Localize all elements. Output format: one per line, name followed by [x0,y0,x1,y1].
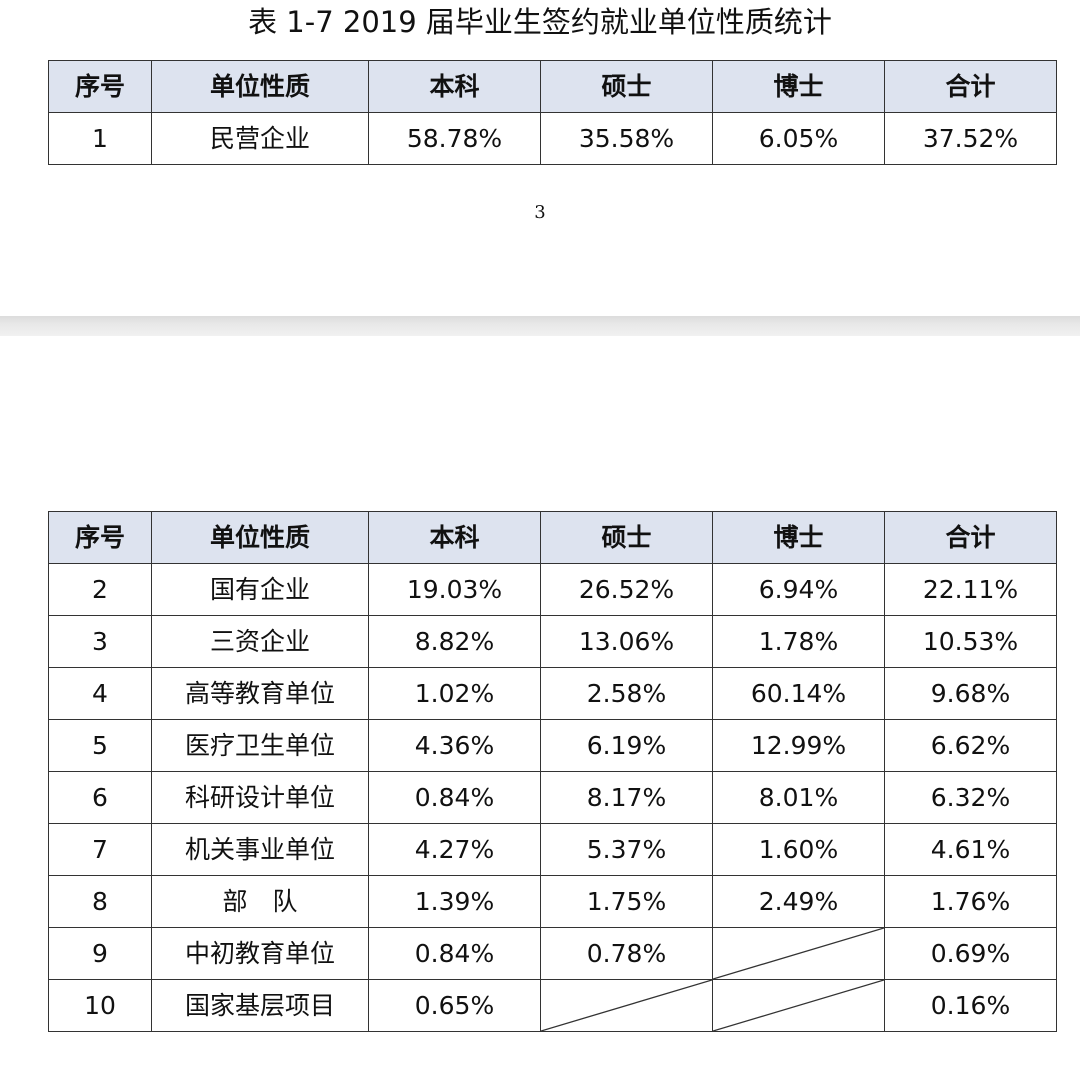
document-page-top: 表 1-7 2019 届毕业生签约就业单位性质统计 序号 单位性质 本科 硕士 … [0,0,1080,316]
header-cell-index: 序号 [48,511,152,564]
cell-master: 26.52% [540,563,713,616]
cell-master: 0.78% [540,927,713,980]
cell-unit-type: 国有企业 [151,563,369,616]
cell-doctor: 2.49% [712,875,885,928]
cell-total: 1.76% [884,875,1057,928]
cell-unit-type: 三资企业 [151,615,369,668]
cell-doctor: 6.94% [712,563,885,616]
header-cell-doctor: 博士 [712,60,885,113]
cell-bachelor: 0.65% [368,979,541,1032]
diagonal-line-icon [713,928,884,979]
header-cell-total: 合计 [884,511,1057,564]
page-number: 3 [534,202,546,223]
cell-master: 2.58% [540,667,713,720]
cell-total: 9.68% [884,667,1057,720]
cell-master: 8.17% [540,771,713,824]
cell-doctor: 60.14% [712,667,885,720]
header-cell-unit-type: 单位性质 [151,511,369,564]
stats-table-part-1: 序号 单位性质 本科 硕士 博士 合计 1 民营企业 58.78% 35.58% 6.0… [48,60,1057,165]
cell-total: 0.16% [884,979,1057,1032]
cell-master: 5.37% [540,823,713,876]
header-cell-index: 序号 [48,60,152,113]
cell-index: 8 [48,875,152,928]
cell-index: 6 [48,771,152,824]
table-header-row: 序号 单位性质 本科 硕士 博士 合计 [48,60,1057,113]
header-cell-master: 硕士 [540,60,713,113]
empty-cell-diagonal [712,979,885,1032]
cell-unit-type: 科研设计单位 [151,771,369,824]
table-body-part-1: 1 民营企业 58.78% 35.58% 6.05% 37.52% [48,112,1057,165]
cell-master: 1.75% [540,875,713,928]
cell-doctor: 8.01% [712,771,885,824]
cell-bachelor: 1.39% [368,875,541,928]
table-row: 6 科研设计单位 0.84% 8.17% 8.01% 6.32% [48,771,1057,824]
header-cell-bachelor: 本科 [368,511,541,564]
cell-master: 13.06% [540,615,713,668]
header-cell-bachelor: 本科 [368,60,541,113]
diagonal-line-icon [713,980,884,1031]
cell-unit-type: 医疗卫生单位 [151,719,369,772]
header-cell-doctor: 博士 [712,511,885,564]
cell-doctor: 6.05% [712,112,885,165]
cell-master: 6.19% [540,719,713,772]
cell-index: 3 [48,615,152,668]
cell-unit-type: 中初教育单位 [151,927,369,980]
cell-index: 5 [48,719,152,772]
cell-unit-type: 部 队 [151,875,369,928]
cell-index: 10 [48,979,152,1032]
header-cell-unit-type: 单位性质 [151,60,369,113]
table-row: 2 国有企业 19.03% 26.52% 6.94% 22.11% [48,563,1057,616]
table-row: 7 机关事业单位 4.27% 5.37% 1.60% 4.61% [48,823,1057,876]
cell-index: 7 [48,823,152,876]
cell-index: 4 [48,667,152,720]
table-row: 3 三资企业 8.82% 13.06% 1.78% 10.53% [48,615,1057,668]
cell-total: 4.61% [884,823,1057,876]
cell-bachelor: 19.03% [368,563,541,616]
cell-doctor: 1.78% [712,615,885,668]
empty-cell-diagonal [712,927,885,980]
cell-bachelor: 0.84% [368,927,541,980]
table-header-row: 序号 单位性质 本科 硕士 博士 合计 [48,511,1057,564]
cell-total: 10.53% [884,615,1057,668]
cell-total: 37.52% [884,112,1057,165]
cell-doctor: 1.60% [712,823,885,876]
cell-index: 2 [48,563,152,616]
cell-unit-type: 高等教育单位 [151,667,369,720]
table-row: 4 高等教育单位 1.02% 2.58% 60.14% 9.68% [48,667,1057,720]
cell-bachelor: 8.82% [368,615,541,668]
cell-index: 1 [48,112,152,165]
diagonal-line-icon [541,980,712,1031]
cell-total: 6.62% [884,719,1057,772]
header-cell-master: 硕士 [540,511,713,564]
cell-unit-type: 国家基层项目 [151,979,369,1032]
table-row: 5 医疗卫生单位 4.36% 6.19% 12.99% 6.62% [48,719,1057,772]
cell-total: 0.69% [884,927,1057,980]
cell-bachelor: 4.36% [368,719,541,772]
header-cell-total: 合计 [884,60,1057,113]
table-row: 10 国家基层项目 0.65% 0.16% [48,979,1057,1032]
table-caption: 表 1-7 2019 届毕业生签约就业单位性质统计 [248,5,832,39]
stats-table-part-2: 序号 单位性质 本科 硕士 博士 合计 2 国有企业 19.03% 26.52% 6.9… [48,511,1057,1032]
cell-doctor: 12.99% [712,719,885,772]
cell-bachelor: 0.84% [368,771,541,824]
cell-bachelor: 4.27% [368,823,541,876]
table-row: 9 中初教育单位 0.84% 0.78% 0.69% [48,927,1057,980]
page-separator [0,316,1080,336]
cell-unit-type: 机关事业单位 [151,823,369,876]
cell-index: 9 [48,927,152,980]
cell-bachelor: 58.78% [368,112,541,165]
cell-total: 6.32% [884,771,1057,824]
cell-unit-type: 民营企业 [151,112,369,165]
table-body-part-2: 2 国有企业 19.03% 26.52% 6.94% 22.11% 3 三资企业 8.82% 13… [48,563,1057,1032]
cell-master: 35.58% [540,112,713,165]
document-page-bottom: 序号 单位性质 本科 硕士 博士 合计 2 国有企业 19.03% 26.52% 6.9… [0,336,1080,1078]
empty-cell-diagonal [540,979,713,1032]
cell-total: 22.11% [884,563,1057,616]
table-row: 1 民营企业 58.78% 35.58% 6.05% 37.52% [48,112,1057,165]
cell-bachelor: 1.02% [368,667,541,720]
